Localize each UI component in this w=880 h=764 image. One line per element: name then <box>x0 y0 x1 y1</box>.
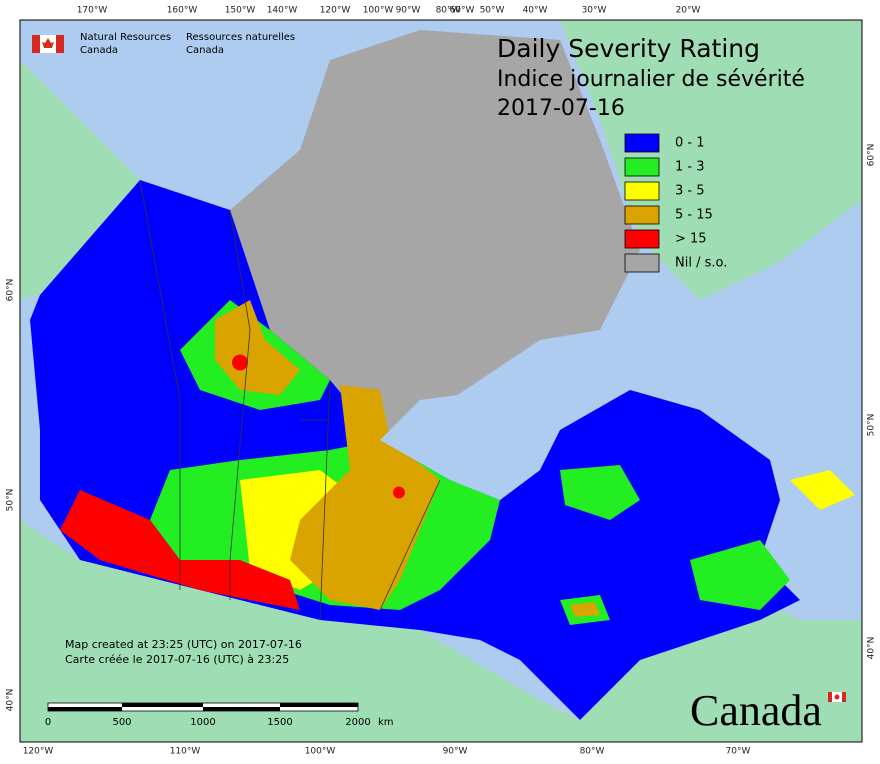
longitude-label: 100°W <box>363 6 394 16</box>
latitude-label: 40°N <box>6 689 16 712</box>
legend-swatch <box>624 181 660 201</box>
severity-zone <box>690 540 790 610</box>
wordmark-text: Canada <box>690 686 822 735</box>
severity-zone <box>60 490 300 610</box>
flag-band <box>32 35 40 53</box>
scale-label: 1000 <box>190 717 215 728</box>
legend-label: Nil / s.o. <box>675 256 727 271</box>
severity-zone <box>232 354 248 371</box>
longitude-label: 70°W <box>726 747 751 757</box>
logo: Natural Resources Canada Ressources natu… <box>32 32 295 56</box>
legend-label: 5 - 15 <box>675 208 713 223</box>
agency-en: Natural Resources <box>80 32 171 43</box>
longitude-label: 40°W <box>523 6 548 16</box>
latitude-label: 50°N <box>867 414 877 437</box>
scale-label: 2000 <box>345 717 370 728</box>
legend-swatch <box>624 229 660 249</box>
united-states <box>20 520 862 742</box>
wordmark: Canada <box>690 686 846 735</box>
severity-zone <box>393 486 405 499</box>
frame <box>19 19 863 743</box>
agency-en: Canada <box>80 45 118 56</box>
scale-segment <box>203 707 280 711</box>
flag-band <box>56 35 64 53</box>
longitude-label: 90°W <box>396 6 421 16</box>
legend-swatch <box>624 157 660 177</box>
agency-fr: Ressources naturelles <box>186 32 295 43</box>
legend-swatch <box>624 205 660 225</box>
longitude-label: 80°W <box>436 6 461 16</box>
severity-zone <box>290 385 440 610</box>
alaska <box>20 60 140 300</box>
scale-label: 0 <box>45 717 51 728</box>
greenland <box>560 20 862 300</box>
legend-label: 1 - 3 <box>675 160 705 175</box>
longitude-label: 20°W <box>676 6 701 16</box>
title: Daily Severity Rating <box>497 34 760 63</box>
credit: Carte créée le 2017-07-16 (UTC) à 23:25 <box>65 653 289 666</box>
severity-zone <box>560 465 640 520</box>
scale-segment <box>48 707 122 711</box>
longitude-label: 60°W <box>450 6 475 16</box>
longitude-label: 100°W <box>305 747 336 757</box>
severity-zone <box>570 602 600 617</box>
scale-segment <box>280 703 358 707</box>
legend-label: 0 - 1 <box>675 136 705 151</box>
longitude-label: 150°W <box>225 6 256 16</box>
longitude-label: 110°W <box>170 747 201 757</box>
severity-zone <box>220 30 640 440</box>
title: 2017-07-16 <box>497 96 625 121</box>
severity-zones <box>30 30 855 720</box>
longitude-label: 170°W <box>77 6 108 16</box>
longitude-label: 120°W <box>23 747 54 757</box>
severity-zone <box>215 300 300 395</box>
longitude-label: 120°W <box>320 6 351 16</box>
longitude-label: 160°W <box>167 6 198 16</box>
scale-label: 500 <box>112 717 131 728</box>
latitude-label: 60°N <box>6 279 16 302</box>
credit: Map created at 23:25 (UTC) on 2017-07-16 <box>65 638 302 651</box>
longitude-label: 50°W <box>480 6 505 16</box>
hudson-bay <box>380 392 540 500</box>
legend-swatch <box>624 133 660 153</box>
scale-segment <box>122 703 203 707</box>
wordmark-leaf <box>834 694 840 700</box>
boundaries <box>139 179 441 621</box>
latitude-label: 60°N <box>867 144 877 167</box>
scale-bar <box>47 702 359 712</box>
longitude-label: 80°W <box>580 747 605 757</box>
legend-label: 3 - 5 <box>675 184 705 199</box>
title: Indice journalier de sévérité <box>497 67 805 92</box>
legend-swatch <box>624 253 660 273</box>
latitude-label: 40°N <box>867 637 877 660</box>
longitude-label: 140°W <box>267 6 298 16</box>
scale-label: 1500 <box>267 717 292 728</box>
longitude-label: 30°W <box>582 6 607 16</box>
legend-label: > 15 <box>675 232 707 247</box>
scale-unit: km <box>378 717 394 728</box>
agency-fr: Canada <box>186 45 224 56</box>
severity-zone <box>790 470 855 510</box>
longitude-label: 90°W <box>443 747 468 757</box>
maple-leaf <box>42 38 54 48</box>
latitude-label: 50°N <box>6 489 16 512</box>
